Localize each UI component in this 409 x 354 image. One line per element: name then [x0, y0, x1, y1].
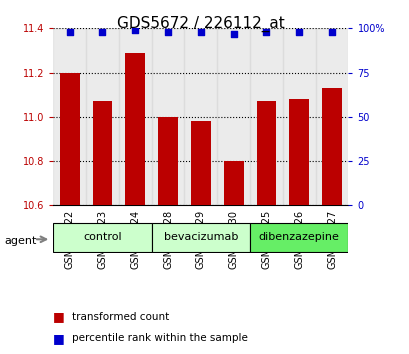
Text: ■: ■	[53, 310, 65, 323]
Bar	[86, 28, 119, 205]
Bar	[282, 28, 315, 205]
Text: percentile rank within the sample: percentile rank within the sample	[72, 333, 247, 343]
Text: bevacizumab: bevacizumab	[163, 232, 238, 242]
Bar	[158, 117, 178, 205]
Point	[230, 31, 236, 36]
Bar	[256, 101, 276, 205]
Bar	[249, 28, 282, 205]
Text: control: control	[83, 232, 121, 242]
Text: GDS5672 / 226112_at: GDS5672 / 226112_at	[117, 16, 284, 32]
Bar	[184, 28, 217, 205]
Bar	[315, 28, 348, 205]
Text: transformed count: transformed count	[72, 312, 169, 322]
Bar	[92, 101, 112, 205]
Bar	[223, 161, 243, 205]
Point	[99, 29, 106, 35]
Text: agent: agent	[4, 236, 36, 246]
Bar	[125, 53, 145, 205]
Text: dibenzazepine: dibenzazepine	[258, 232, 339, 242]
Point	[328, 29, 335, 35]
Point	[66, 29, 73, 35]
Bar	[321, 88, 341, 205]
Bar	[53, 28, 86, 205]
FancyBboxPatch shape	[151, 223, 249, 251]
Bar	[151, 28, 184, 205]
Bar	[60, 73, 79, 205]
Point	[164, 29, 171, 35]
Text: ■: ■	[53, 332, 65, 344]
Point	[263, 29, 269, 35]
Bar	[217, 28, 249, 205]
Point	[197, 29, 204, 35]
Bar	[191, 121, 210, 205]
Bar	[119, 28, 151, 205]
Point	[295, 29, 302, 35]
Bar	[289, 99, 308, 205]
FancyBboxPatch shape	[53, 223, 151, 251]
FancyBboxPatch shape	[249, 223, 348, 251]
Point	[132, 27, 138, 33]
